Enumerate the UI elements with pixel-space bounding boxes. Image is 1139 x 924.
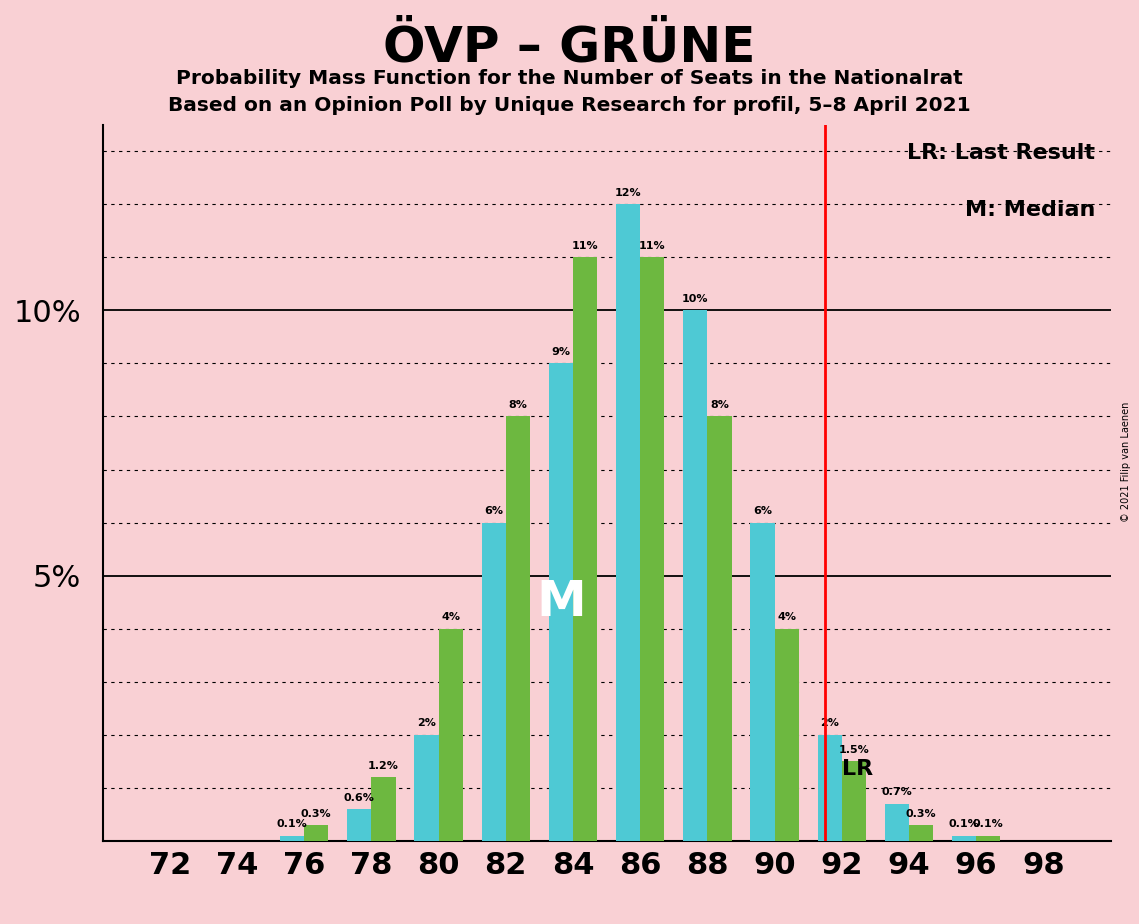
Bar xyxy=(751,523,775,841)
Bar xyxy=(506,417,530,841)
Text: 2%: 2% xyxy=(417,718,436,728)
Bar xyxy=(818,735,842,841)
Bar xyxy=(775,628,798,841)
Text: LR: Last Result: LR: Last Result xyxy=(908,142,1096,163)
Text: ÖVP – GRÜNE: ÖVP – GRÜNE xyxy=(384,23,755,71)
Text: 0.6%: 0.6% xyxy=(344,793,375,803)
Bar xyxy=(683,310,707,841)
Bar xyxy=(573,258,597,841)
Bar xyxy=(415,735,439,841)
Bar xyxy=(952,835,976,841)
Text: 9%: 9% xyxy=(551,347,571,357)
Bar xyxy=(439,628,462,841)
Text: 0.3%: 0.3% xyxy=(301,808,331,819)
Bar xyxy=(976,835,1000,841)
Text: M: Median: M: Median xyxy=(965,200,1096,220)
Text: 0.1%: 0.1% xyxy=(973,820,1003,829)
Bar xyxy=(280,835,304,841)
Text: M: M xyxy=(536,578,585,626)
Text: 0.3%: 0.3% xyxy=(906,808,936,819)
Bar xyxy=(640,258,664,841)
Bar xyxy=(885,804,909,841)
Text: 12%: 12% xyxy=(615,188,641,198)
Bar xyxy=(616,204,640,841)
Bar xyxy=(347,809,371,841)
Text: © 2021 Filip van Laenen: © 2021 Filip van Laenen xyxy=(1121,402,1131,522)
Text: 11%: 11% xyxy=(639,241,665,251)
Bar xyxy=(482,523,506,841)
Text: LR: LR xyxy=(842,759,872,779)
Text: 4%: 4% xyxy=(777,613,796,622)
Text: 6%: 6% xyxy=(484,506,503,517)
Text: 8%: 8% xyxy=(710,400,729,410)
Text: 11%: 11% xyxy=(572,241,598,251)
Text: Probability Mass Function for the Number of Seats in the Nationalrat: Probability Mass Function for the Number… xyxy=(177,69,962,89)
Text: 0.1%: 0.1% xyxy=(277,820,308,829)
Text: 4%: 4% xyxy=(441,613,460,622)
Text: Based on an Opinion Poll by Unique Research for profil, 5–8 April 2021: Based on an Opinion Poll by Unique Resea… xyxy=(169,96,970,116)
Bar xyxy=(549,363,573,841)
Text: 8%: 8% xyxy=(508,400,527,410)
Bar xyxy=(304,825,328,841)
Text: 1.2%: 1.2% xyxy=(368,760,399,771)
Bar xyxy=(842,761,866,841)
Bar xyxy=(909,825,933,841)
Bar xyxy=(371,777,395,841)
Text: 2%: 2% xyxy=(820,718,839,728)
Text: 0.1%: 0.1% xyxy=(949,820,980,829)
Text: 1.5%: 1.5% xyxy=(838,745,869,755)
Text: 0.7%: 0.7% xyxy=(882,787,912,797)
Text: 10%: 10% xyxy=(682,294,708,304)
Text: 6%: 6% xyxy=(753,506,772,517)
Bar xyxy=(707,417,731,841)
